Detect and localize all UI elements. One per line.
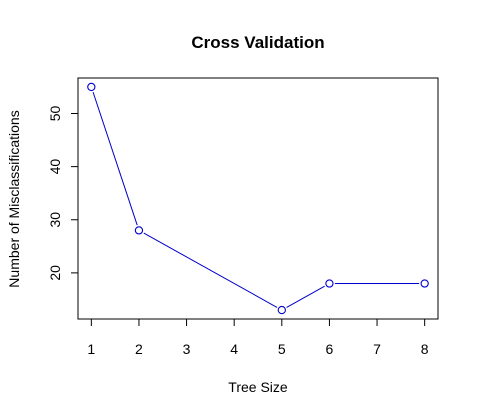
x-tick-label: 5 <box>278 341 286 357</box>
x-axis: 1 2 3 4 5 6 7 8 <box>87 318 429 357</box>
x-tick-label: 4 <box>230 341 238 357</box>
y-axis-label: Number of Misclassifications <box>6 110 22 287</box>
plot-frame <box>77 77 439 320</box>
data-point <box>420 279 429 288</box>
y-tick-label: 20 <box>47 265 63 281</box>
y-tick-label: 50 <box>47 105 63 121</box>
y-tick-label: 40 <box>47 159 63 175</box>
y-tick-label: 30 <box>47 212 63 228</box>
x-tick-label: 1 <box>87 341 95 357</box>
y-axis: 20 30 40 50 <box>47 105 79 281</box>
x-tick-label: 8 <box>421 341 429 357</box>
x-tick-label: 2 <box>135 341 143 357</box>
data-point <box>325 279 334 288</box>
data-point <box>134 226 144 235</box>
x-tick-label: 6 <box>326 341 334 357</box>
data-point <box>87 82 96 92</box>
x-tick-label: 7 <box>373 341 381 357</box>
data-points <box>87 82 429 315</box>
chart-title: Cross Validation <box>191 33 324 52</box>
x-tick-label: 3 <box>183 341 191 357</box>
data-point <box>277 305 286 315</box>
series-line <box>92 91 420 308</box>
x-axis-label: Tree Size <box>228 379 288 395</box>
